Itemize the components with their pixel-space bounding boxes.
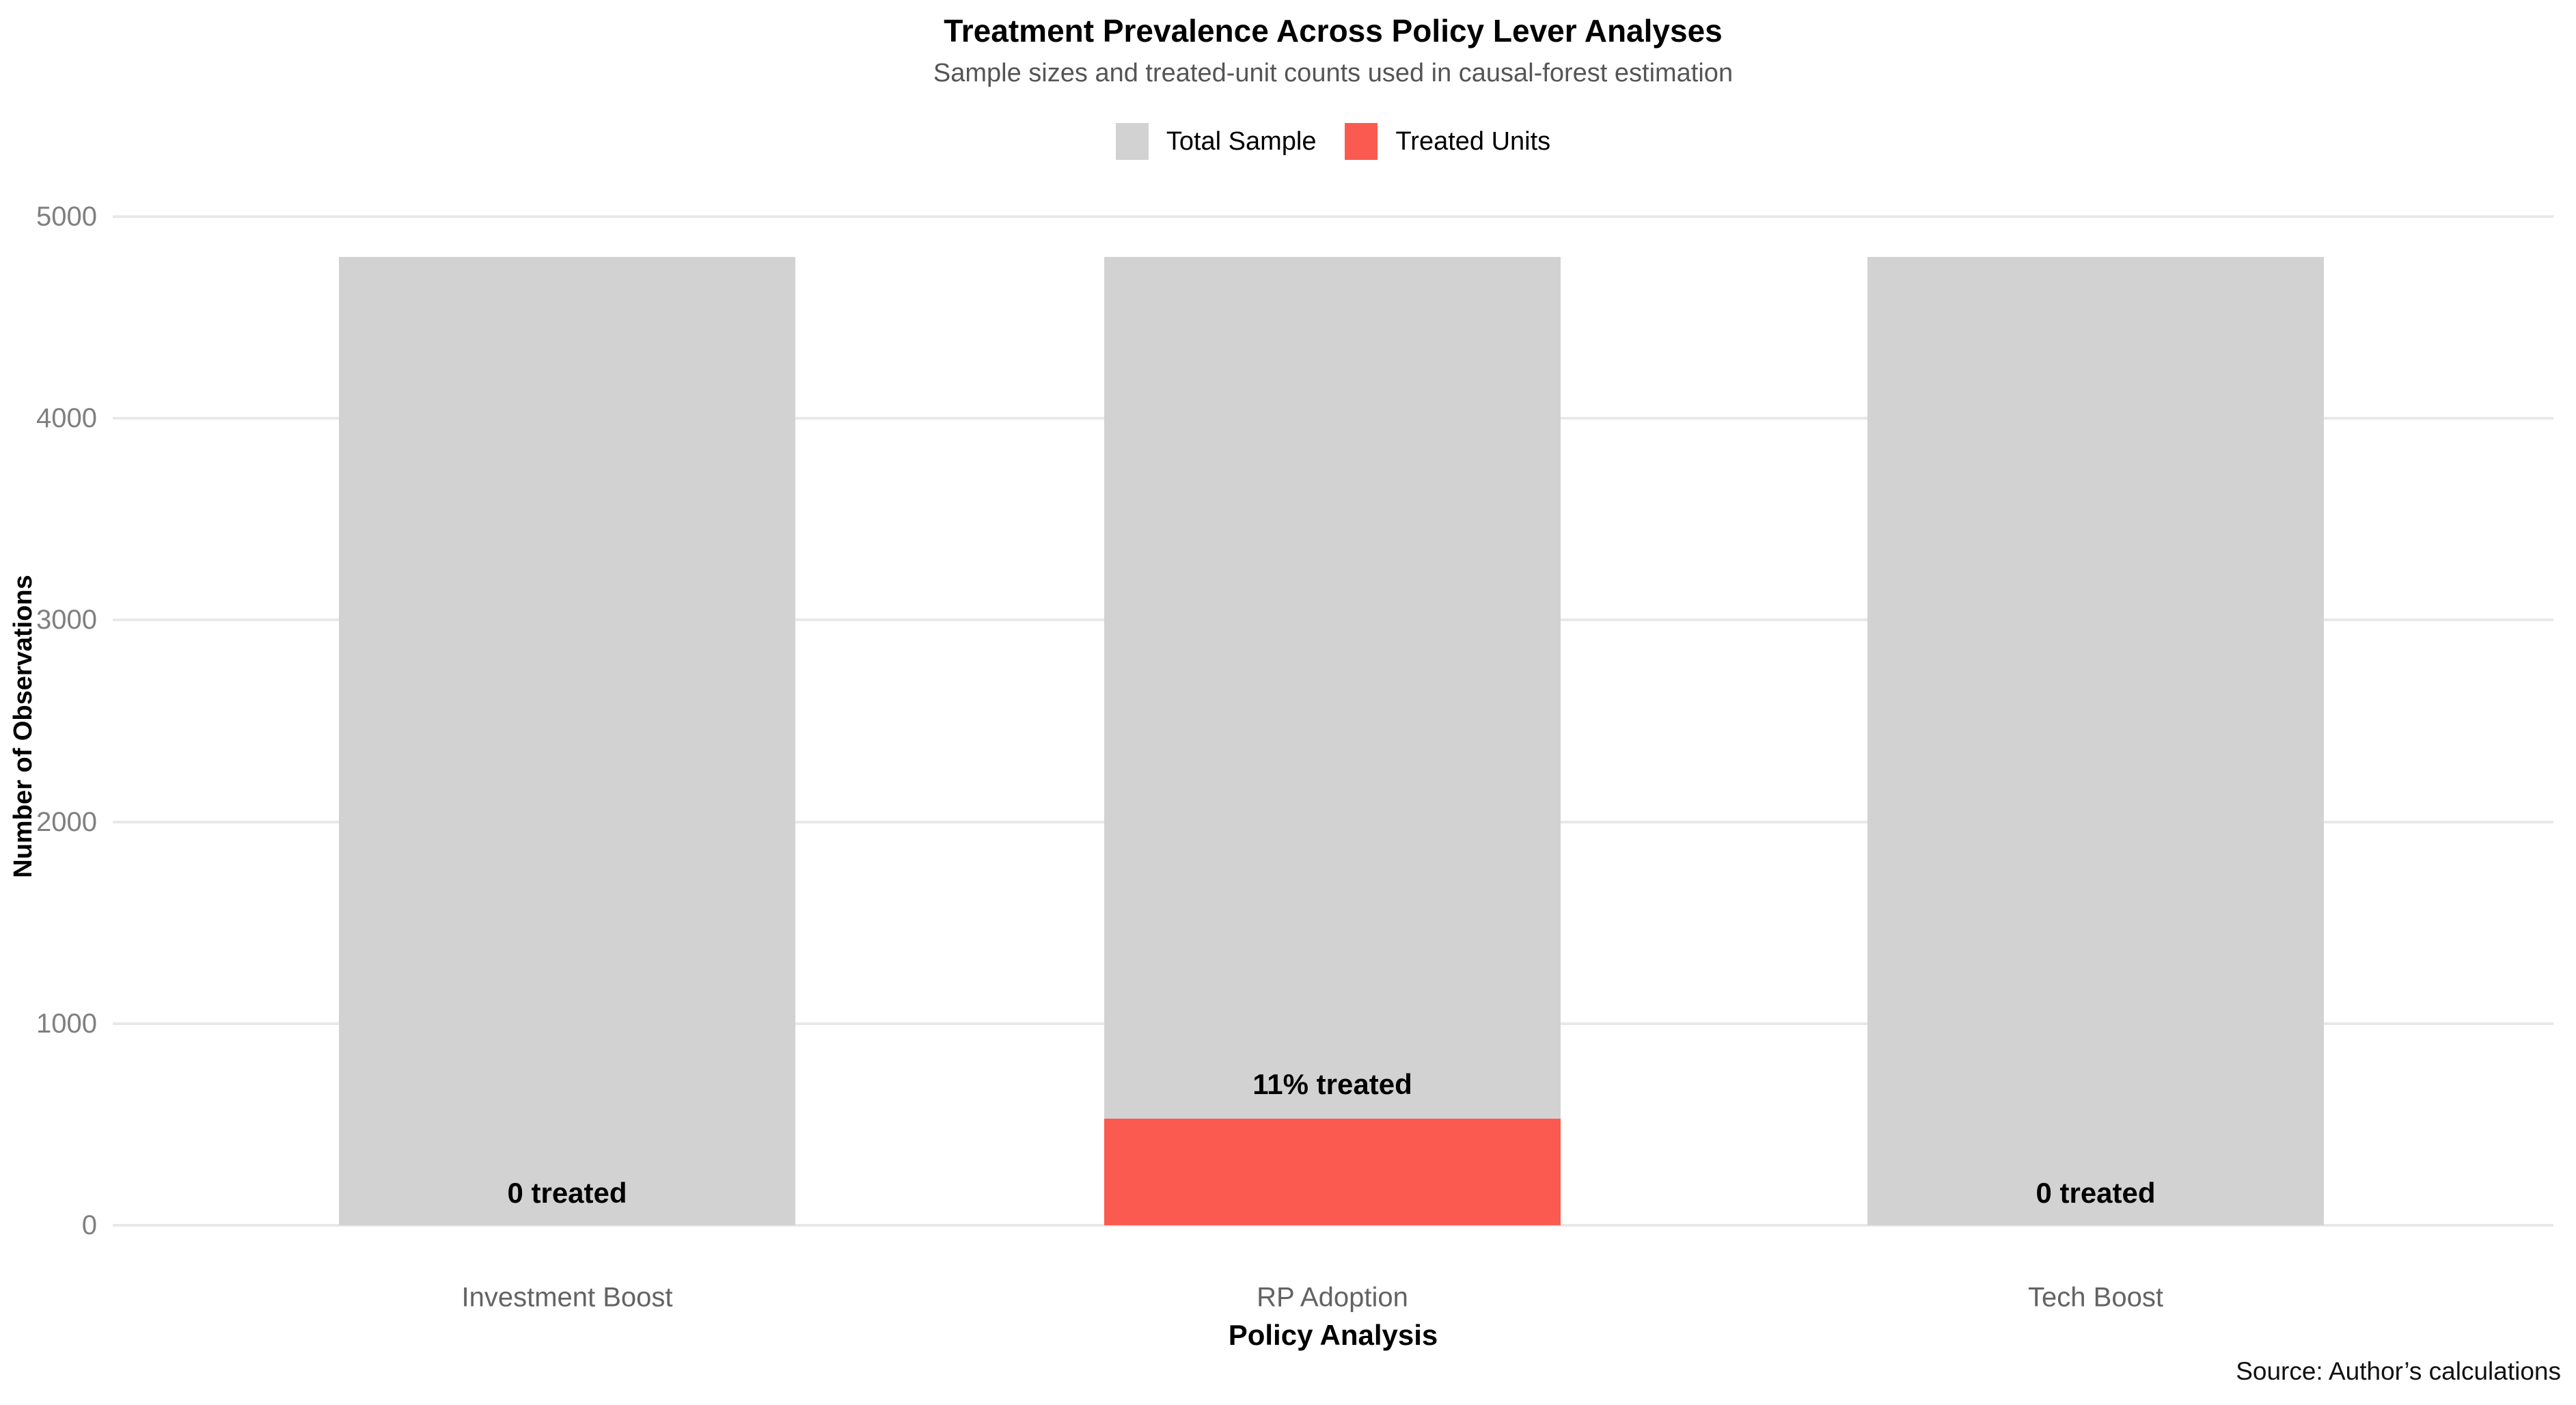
source-note: Source: Author’s calculations [2236,1357,2561,1385]
bar-value-label: 0 treated [2036,1177,2156,1209]
legend: Total Sample Treated Units [113,123,2553,160]
bar-value-label: 0 treated [507,1177,627,1209]
legend-label-treated-units: Treated Units [1395,126,1551,156]
bar-value-label: 11% treated [1252,1068,1412,1101]
gridline-0 [113,1224,2553,1227]
chart-title: Treatment Prevalence Across Policy Lever… [944,13,1723,49]
y-tick-label-3000: 3000 [36,605,97,636]
x-axis-title: Policy Analysis [1228,1319,1438,1351]
x-tick-label: RP Adoption [1257,1282,1408,1313]
bar-treated-units [1104,1119,1561,1225]
x-tick-label: Tech Boost [2028,1282,2163,1313]
bar-total-sample [339,257,795,1225]
y-tick-label-2000: 2000 [36,806,97,837]
y-tick-label-1000: 1000 [36,1008,97,1039]
y-tick-label-5000: 5000 [36,202,97,232]
x-tick-label: Investment Boost [461,1282,673,1313]
legend-swatch-total-sample [1115,123,1149,160]
chart-subtitle: Sample sizes and treated-unit counts use… [933,59,1734,87]
legend-item-total-sample: Total Sample [1115,123,1317,160]
legend-swatch-treated-units [1345,123,1378,160]
legend-item-treated-units: Treated Units [1345,123,1550,160]
legend-label-total-sample: Total Sample [1166,126,1317,156]
bar-total-sample [1867,257,2324,1225]
gridline-5000 [113,215,2553,218]
y-tick-label-4000: 4000 [36,403,97,434]
bar-total-sample [1104,257,1561,1225]
y-tick-label-0: 0 [81,1210,97,1240]
